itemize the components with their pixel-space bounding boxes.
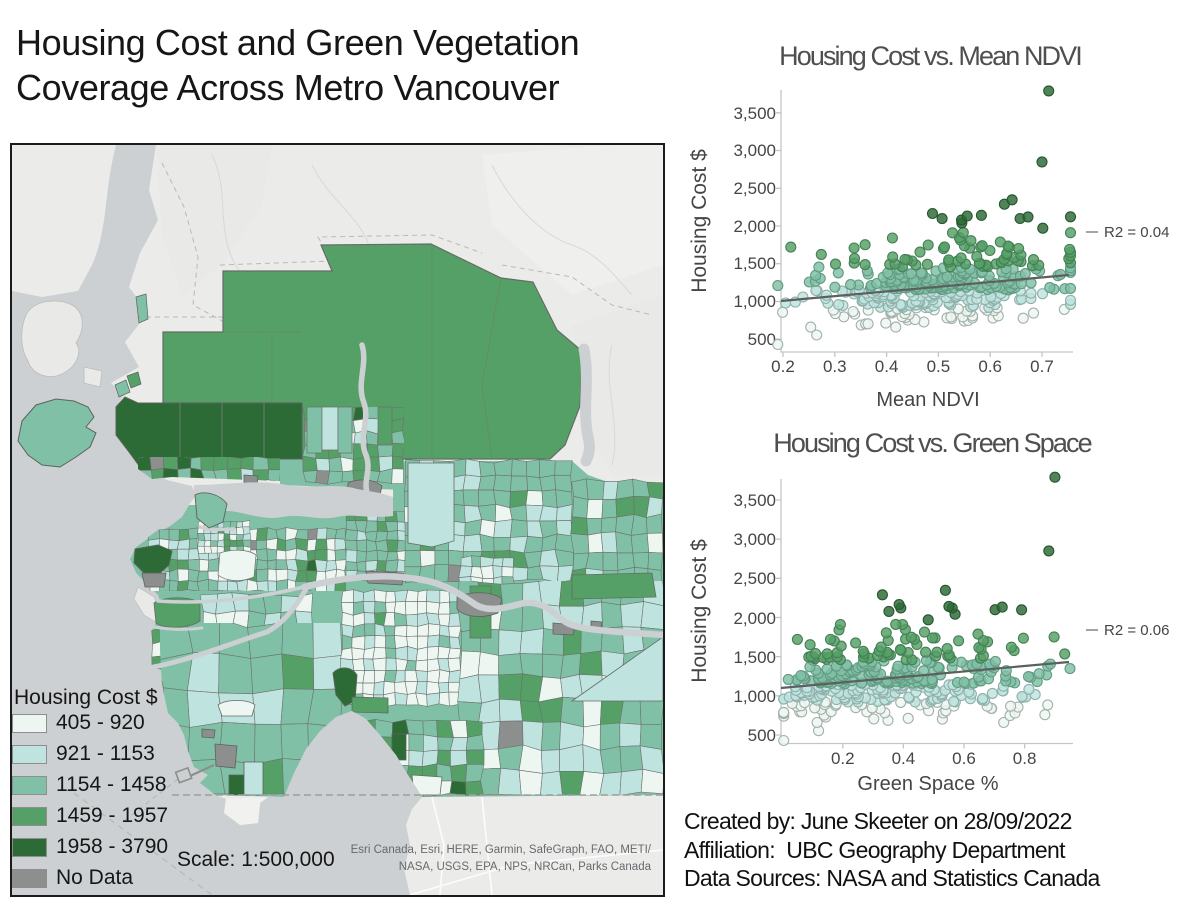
svg-text:2,500: 2,500 — [733, 179, 776, 198]
svg-text:1,000: 1,000 — [733, 687, 776, 706]
svg-text:NASA, USGS, EPA, NPS, NRCan, P: NASA, USGS, EPA, NPS, NRCan, Parks Canad… — [399, 861, 652, 873]
svg-text:Housing Cost $: Housing Cost $ — [688, 539, 711, 683]
svg-text:500: 500 — [748, 330, 776, 349]
svg-text:0.7: 0.7 — [1030, 357, 1054, 376]
svg-text:1,000: 1,000 — [733, 292, 776, 311]
svg-text:2,000: 2,000 — [733, 217, 776, 236]
svg-text:Green Space %: Green Space % — [857, 773, 998, 795]
svg-text:500: 500 — [748, 726, 776, 745]
svg-text:3,000: 3,000 — [733, 141, 776, 160]
svg-text:0.4: 0.4 — [875, 357, 899, 376]
svg-text:Mean NDVI: Mean NDVI — [876, 389, 979, 411]
svg-text:0.5: 0.5 — [927, 357, 951, 376]
svg-text:2,500: 2,500 — [733, 569, 776, 588]
svg-text:0.3: 0.3 — [823, 357, 847, 376]
svg-text:0.2: 0.2 — [831, 749, 855, 768]
svg-text:0.8: 0.8 — [1013, 749, 1037, 768]
svg-text:2,000: 2,000 — [733, 609, 776, 628]
svg-text:0.4: 0.4 — [892, 749, 916, 768]
svg-text:1,500: 1,500 — [733, 254, 776, 273]
svg-text:R2 = 0.06: R2 = 0.06 — [1104, 622, 1169, 639]
svg-text:3,000: 3,000 — [733, 530, 776, 549]
svg-text:0.6: 0.6 — [952, 749, 976, 768]
svg-text:Housing Cost $: Housing Cost $ — [688, 149, 711, 293]
svg-text:Housing Cost vs. Mean NDVI: Housing Cost vs. Mean NDVI — [779, 41, 1081, 71]
svg-text:0.6: 0.6 — [978, 357, 1002, 376]
svg-text:0.2: 0.2 — [771, 357, 795, 376]
svg-text:Housing Cost vs. Green Space: Housing Cost vs. Green Space — [773, 428, 1091, 458]
svg-text:R2 = 0.04: R2 = 0.04 — [1104, 224, 1169, 241]
svg-text:3,500: 3,500 — [733, 104, 776, 123]
svg-text:3,500: 3,500 — [733, 491, 776, 510]
svg-text:Esri Canada, Esri, HERE, Garmi: Esri Canada, Esri, HERE, Garmin, SafeGra… — [351, 844, 652, 856]
svg-text:1,500: 1,500 — [733, 648, 776, 667]
